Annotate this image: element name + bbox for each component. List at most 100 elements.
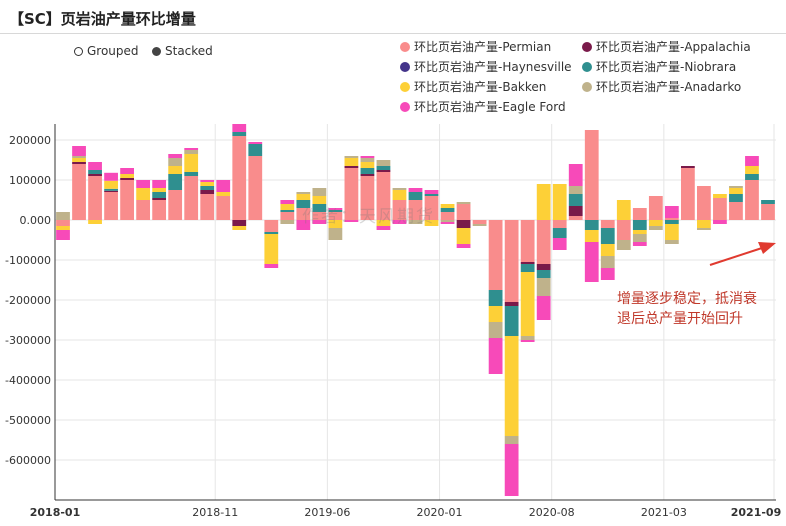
bar-segment[interactable] <box>88 170 102 174</box>
bar-segment[interactable] <box>552 220 567 228</box>
bar-segment[interactable] <box>504 306 519 336</box>
bar-segment[interactable] <box>360 156 375 158</box>
bar-segment[interactable] <box>488 306 503 322</box>
bar-segment[interactable] <box>168 166 183 174</box>
bar-segment[interactable] <box>520 262 535 264</box>
bar-segment[interactable] <box>56 212 70 220</box>
bar-segment[interactable] <box>120 168 134 174</box>
bar-segment[interactable] <box>536 184 551 220</box>
bar-segment[interactable] <box>56 226 70 230</box>
bar-segment[interactable] <box>376 172 391 220</box>
bar-segment[interactable] <box>536 270 551 278</box>
bar-segment[interactable] <box>408 188 423 192</box>
bar-segment[interactable] <box>584 230 599 242</box>
bar-segment[interactable] <box>232 220 247 226</box>
bar-segment[interactable] <box>344 156 359 158</box>
bar-segment[interactable] <box>168 190 183 220</box>
bar-segment[interactable] <box>648 220 663 226</box>
bar-segment[interactable] <box>344 168 359 220</box>
bar-segment[interactable] <box>729 202 743 220</box>
bar-segment[interactable] <box>216 180 231 192</box>
bar-segment[interactable] <box>360 162 375 168</box>
legend-item-permian[interactable]: 环比页岩油产量-Permian <box>400 38 551 55</box>
bar-segment[interactable] <box>248 156 263 220</box>
bar-segment[interactable] <box>456 220 471 228</box>
bar-segment[interactable] <box>616 240 631 250</box>
bar-segment[interactable] <box>568 216 583 220</box>
bar-segment[interactable] <box>104 172 118 181</box>
bar-segment[interactable] <box>504 436 519 444</box>
bar-segment[interactable] <box>168 158 183 166</box>
legend-item-eagle-ford[interactable]: 环比页岩油产量-Eagle Ford <box>400 98 566 115</box>
bar-segment[interactable] <box>600 220 615 228</box>
bar-segment[interactable] <box>248 144 263 156</box>
bar-segment[interactable] <box>440 208 455 212</box>
bar-segment[interactable] <box>200 186 215 190</box>
bar-segment[interactable] <box>264 220 279 232</box>
bar-segment[interactable] <box>552 184 567 220</box>
bar-segment[interactable] <box>152 192 167 198</box>
bar-segment[interactable] <box>664 224 679 240</box>
bar-segment[interactable] <box>360 158 375 162</box>
bar-segment[interactable] <box>184 172 199 176</box>
bar-segment[interactable] <box>104 180 118 189</box>
bar-segment[interactable] <box>504 444 519 496</box>
bar-segment[interactable] <box>568 206 583 216</box>
bar-segment[interactable] <box>280 220 295 224</box>
bar-segment[interactable] <box>456 202 471 204</box>
bar-segment[interactable] <box>72 156 86 158</box>
bar-segment[interactable] <box>360 168 375 174</box>
bar-segment[interactable] <box>248 142 263 144</box>
bar-segment[interactable] <box>520 340 535 342</box>
bar-segment[interactable] <box>520 272 535 336</box>
bar-segment[interactable] <box>713 198 727 220</box>
bar-segment[interactable] <box>312 204 327 212</box>
bar-segment[interactable] <box>456 204 471 220</box>
bar-segment[interactable] <box>360 176 375 220</box>
bar-segment[interactable] <box>296 208 311 220</box>
bar-segment[interactable] <box>168 154 183 158</box>
bar-segment[interactable] <box>392 190 407 200</box>
bar-segment[interactable] <box>664 206 679 218</box>
bar-segment[interactable] <box>56 230 70 240</box>
bar-segment[interactable] <box>472 220 487 224</box>
bar-segment[interactable] <box>392 200 407 220</box>
bar-segment[interactable] <box>600 256 615 268</box>
bar-segment[interactable] <box>232 132 247 136</box>
bar-segment[interactable] <box>136 200 151 220</box>
bar-segment[interactable] <box>232 124 247 132</box>
bar-segment[interactable] <box>104 192 118 220</box>
bar-segment[interactable] <box>472 224 487 226</box>
bar-segment[interactable] <box>392 220 407 224</box>
bar-segment[interactable] <box>408 192 423 200</box>
bar-segment[interactable] <box>88 220 102 224</box>
bar-segment[interactable] <box>761 204 775 220</box>
bar-segment[interactable] <box>184 150 199 154</box>
bar-segment[interactable] <box>152 180 167 188</box>
bar-segment[interactable] <box>440 222 455 224</box>
bar-segment[interactable] <box>200 182 215 186</box>
bar-segment[interactable] <box>745 156 759 166</box>
bar-segment[interactable] <box>632 208 647 220</box>
grouped-radio-icon[interactable] <box>74 46 83 56</box>
bar-segment[interactable] <box>697 228 711 230</box>
bar-segment[interactable] <box>184 154 199 172</box>
bar-segment[interactable] <box>136 180 151 188</box>
bar-segment[interactable] <box>729 188 743 194</box>
bar-segment[interactable] <box>680 166 695 168</box>
bar-segment[interactable] <box>584 242 599 282</box>
bar-segment[interactable] <box>552 238 567 250</box>
legend-item-haynesville[interactable]: 环比页岩油产量-Haynesville <box>400 58 572 75</box>
bar-segment[interactable] <box>632 234 647 242</box>
bar-segment[interactable] <box>520 336 535 340</box>
bar-segment[interactable] <box>296 220 311 230</box>
bar-segment[interactable] <box>632 230 647 234</box>
bar-segment[interactable] <box>424 194 439 196</box>
bar-segment[interactable] <box>536 220 551 264</box>
bar-segment[interactable] <box>120 180 134 220</box>
bar-segment[interactable] <box>168 174 183 190</box>
bar-segment[interactable] <box>312 188 327 196</box>
grouped-mode-option[interactable]: Grouped <box>74 44 139 58</box>
bar-segment[interactable] <box>648 226 663 230</box>
bar-segment[interactable] <box>584 130 599 220</box>
